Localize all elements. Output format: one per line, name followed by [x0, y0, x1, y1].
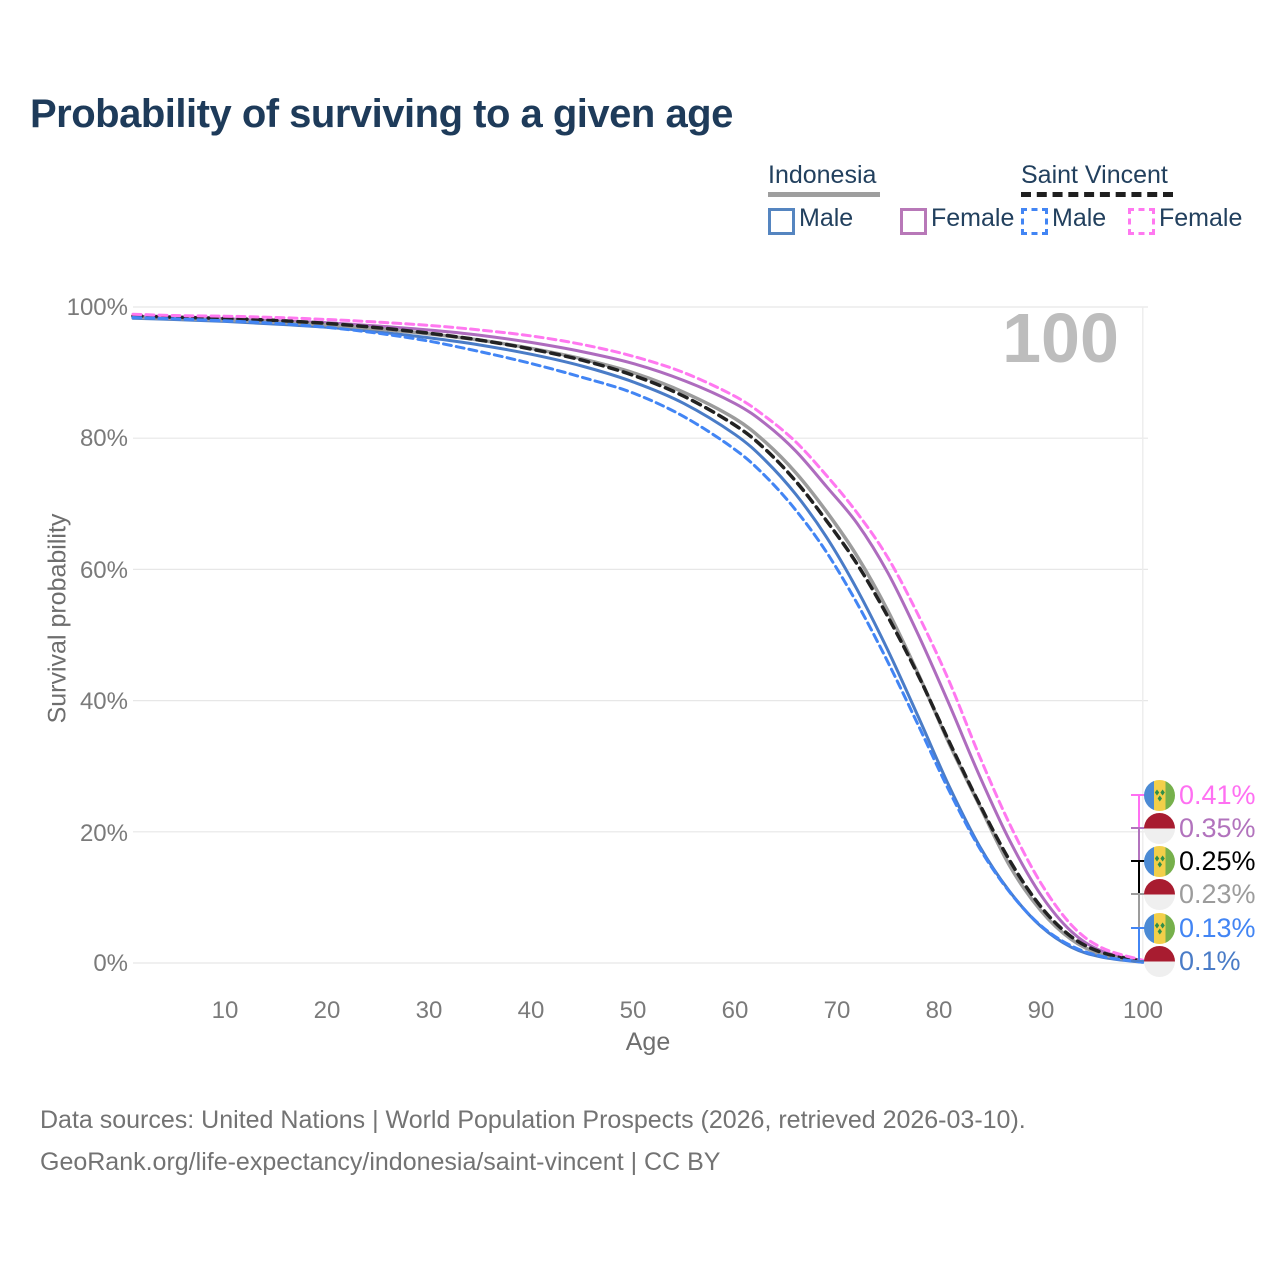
- end-value: 0.25%: [1179, 845, 1256, 876]
- legend-checkbox-indonesia-female[interactable]: [900, 208, 927, 235]
- x-tick-80: 80: [925, 997, 953, 1024]
- end-value: 0.35%: [1179, 812, 1256, 843]
- x-tick-90: 90: [1027, 997, 1055, 1024]
- legend-group-saint-vincent[interactable]: Saint Vincent: [1021, 161, 1168, 189]
- y-tick-0: 0%: [93, 950, 128, 977]
- series-saint-vincent-female: [131, 312, 1145, 962]
- x-tick-40: 40: [517, 997, 545, 1024]
- end-label-indonesia-total: 0.23%: [1144, 878, 1256, 910]
- legend-group-indonesia[interactable]: Indonesia: [768, 161, 877, 189]
- y-tick-100: 100%: [66, 294, 128, 321]
- saint-vincent-flag-icon: [1144, 912, 1175, 944]
- end-value: 0.23%: [1179, 878, 1256, 909]
- y-tick-80: 80%: [79, 425, 128, 452]
- indonesia-flag-icon: [1144, 945, 1175, 977]
- y-tick-40: 40%: [79, 688, 128, 715]
- legend-checkbox-indonesia-male[interactable]: [768, 208, 795, 235]
- attribution-link-text[interactable]: GeoRank.org/life-expectancy/indonesia/sa…: [40, 1148, 721, 1176]
- y-tick-20: 20%: [79, 820, 128, 847]
- series-saint-vincent-total: [131, 314, 1145, 964]
- x-axis-title: Age: [625, 1028, 671, 1056]
- end-value: 0.41%: [1179, 779, 1256, 810]
- x-tick-20: 20: [313, 997, 341, 1024]
- data-sources-text: Data sources: United Nations | World Pop…: [40, 1106, 1026, 1134]
- legend-label-indonesia-female[interactable]: Female: [931, 204, 1015, 232]
- legend-label-indonesia-male[interactable]: Male: [799, 204, 854, 232]
- x-tick-50: 50: [619, 997, 647, 1024]
- end-label-indonesia-male: 0.1%: [1144, 945, 1241, 977]
- legend-indonesia-line-swatch: [768, 192, 880, 197]
- x-tick-70: 70: [823, 997, 851, 1024]
- y-axis-title: Survival probability: [43, 513, 72, 724]
- x-tick-30: 30: [415, 997, 443, 1024]
- x-tick-100: 100: [1122, 997, 1164, 1024]
- saint-vincent-flag-icon: [1144, 845, 1175, 877]
- end-value: 0.13%: [1179, 912, 1256, 943]
- x-tick-60: 60: [721, 997, 749, 1024]
- indonesia-flag-icon: [1144, 812, 1175, 844]
- saint-vincent-flag-icon: [1144, 779, 1175, 811]
- end-label-indonesia-female: 0.35%: [1144, 812, 1256, 844]
- current-age-watermark: 100: [1002, 299, 1119, 377]
- legend-checkbox-saint-vincent-male[interactable]: [1021, 208, 1048, 235]
- legend-label-saint-vincent-female[interactable]: Female: [1159, 204, 1243, 232]
- end-label-saint-vincent-male: 0.13%: [1144, 912, 1256, 944]
- legend-checkbox-saint-vincent-female[interactable]: [1128, 208, 1155, 235]
- y-tick-60: 60%: [79, 557, 128, 584]
- end-label-saint-vincent-female: 0.41%: [1144, 779, 1256, 811]
- page-title: Probability of surviving to a given age: [30, 92, 733, 136]
- end-value: 0.1%: [1179, 945, 1241, 976]
- x-tick-10: 10: [211, 997, 239, 1024]
- indonesia-flag-icon: [1144, 878, 1175, 910]
- series-saint-vincent-male: [131, 316, 1145, 964]
- end-label-saint-vincent-total: 0.25%: [1144, 845, 1256, 877]
- legend-label-saint-vincent-male[interactable]: Male: [1052, 204, 1107, 232]
- legend-saint-vincent-line-swatch: [1021, 192, 1173, 197]
